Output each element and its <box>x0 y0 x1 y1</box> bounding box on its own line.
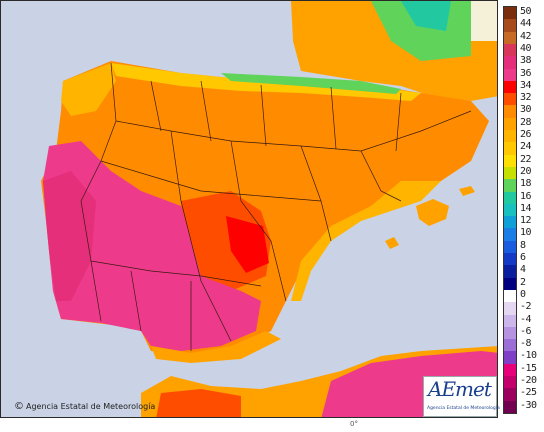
legend-swatch <box>504 142 516 156</box>
legend-swatch <box>504 339 516 352</box>
legend-tick-label: 28 <box>520 116 532 128</box>
legend-swatch <box>504 179 516 193</box>
legend-swatch <box>504 93 516 106</box>
legend-tick-label: 42 <box>520 30 532 42</box>
cantabrian-green-strip <box>221 73 401 94</box>
logo-subtitle: Agencia Estatal de Meteorología <box>427 406 500 411</box>
legend-tick-label: 50 <box>520 6 532 17</box>
legend-tick-label: 34 <box>520 79 532 91</box>
legend-swatch <box>504 166 516 180</box>
legend-swatch <box>504 117 516 131</box>
legend-tick-label: 16 <box>520 190 532 202</box>
legend-swatch <box>504 7 516 20</box>
legend-swatch <box>504 388 516 402</box>
legend-tick-label: 32 <box>520 92 532 104</box>
temperature-map <box>0 0 498 418</box>
portugal-pink <box>43 171 96 301</box>
legend-tick-label: -2 <box>520 301 532 313</box>
legend-swatch <box>504 203 516 217</box>
legend-tick-label: -15 <box>520 362 537 374</box>
legend-swatch <box>504 154 516 168</box>
legend-swatch <box>504 43 516 57</box>
aemet-logo: AEmet Agencia Estatal de Meteorología <box>423 376 500 417</box>
legend-swatch <box>504 228 516 242</box>
legend-tick-label: 38 <box>520 55 532 67</box>
legend-tick-label: 22 <box>520 153 532 165</box>
legend-swatch <box>504 314 516 328</box>
map-canvas <box>1 1 497 417</box>
copyright-icon: © <box>14 401 24 412</box>
longitude-tick: 0° <box>350 420 358 428</box>
menorca-island <box>459 186 475 196</box>
legend-swatch <box>504 326 516 340</box>
legend-tick-label: 26 <box>520 129 532 141</box>
legend-swatch <box>504 105 516 119</box>
mallorca-island <box>416 199 449 226</box>
legend-tick-label: 12 <box>520 215 532 227</box>
logo-text: AEmet <box>428 377 492 401</box>
copyright-text: Agencia Estatal de Meteorología <box>26 402 156 411</box>
legend-tick-label: 30 <box>520 104 532 116</box>
legend-swatch <box>504 19 516 33</box>
north-africa-red <box>156 389 241 417</box>
south-coast-band <box>151 331 281 363</box>
legend-tick-label: 0 <box>520 288 526 300</box>
legend-tick-label: 20 <box>520 165 532 177</box>
legend-tick-label: -25 <box>520 387 537 399</box>
legend-swatch <box>504 400 516 414</box>
province-borders <box>80 62 472 351</box>
legend-tick-label: -10 <box>520 350 537 362</box>
legend-swatch <box>504 191 516 205</box>
france-cyan-zone <box>401 1 451 31</box>
la-mancha-red <box>226 216 269 273</box>
legend-tick-label: 44 <box>520 18 532 30</box>
legend-swatch <box>504 240 516 254</box>
legend-swatch <box>504 265 516 279</box>
legend-tick-label: 8 <box>520 239 526 251</box>
legend-swatch <box>504 216 516 229</box>
legend-tick-label: 36 <box>520 67 532 79</box>
legend-tick-label: -20 <box>520 375 537 387</box>
legend-swatch <box>504 130 516 143</box>
legend-swatch <box>504 363 516 377</box>
legend-tick-label: 14 <box>520 202 532 214</box>
legend-swatch <box>504 80 516 94</box>
legend-tick-label: 40 <box>520 42 532 54</box>
legend-swatch <box>504 289 516 303</box>
light-area <box>471 1 497 41</box>
legend-tick-label: 10 <box>520 227 532 239</box>
legend-tick-label: 18 <box>520 178 532 190</box>
legend-tick-label: 2 <box>520 276 526 288</box>
legend-swatch <box>504 253 516 266</box>
legend-swatch <box>504 376 516 389</box>
legend-swatch <box>504 277 516 291</box>
legend-tick-label: 4 <box>520 264 526 276</box>
east-coast-band <box>291 181 441 301</box>
legend-swatch <box>504 31 516 45</box>
galicia-yellow <box>61 63 116 116</box>
legend-colorbar <box>503 6 517 414</box>
legend-tick-label: -8 <box>520 338 532 350</box>
ibiza-island <box>385 237 399 249</box>
legend-swatch <box>504 56 516 69</box>
legend-swatch <box>504 351 516 365</box>
legend-swatch <box>504 302 516 316</box>
legend-tick-label: 6 <box>520 252 526 264</box>
legend-tick-label: 24 <box>520 141 532 153</box>
legend-tick-label: -6 <box>520 325 532 337</box>
legend-tick-label: -30 <box>520 399 537 411</box>
legend-swatch <box>504 68 516 82</box>
legend-tick-label: -4 <box>520 313 532 325</box>
